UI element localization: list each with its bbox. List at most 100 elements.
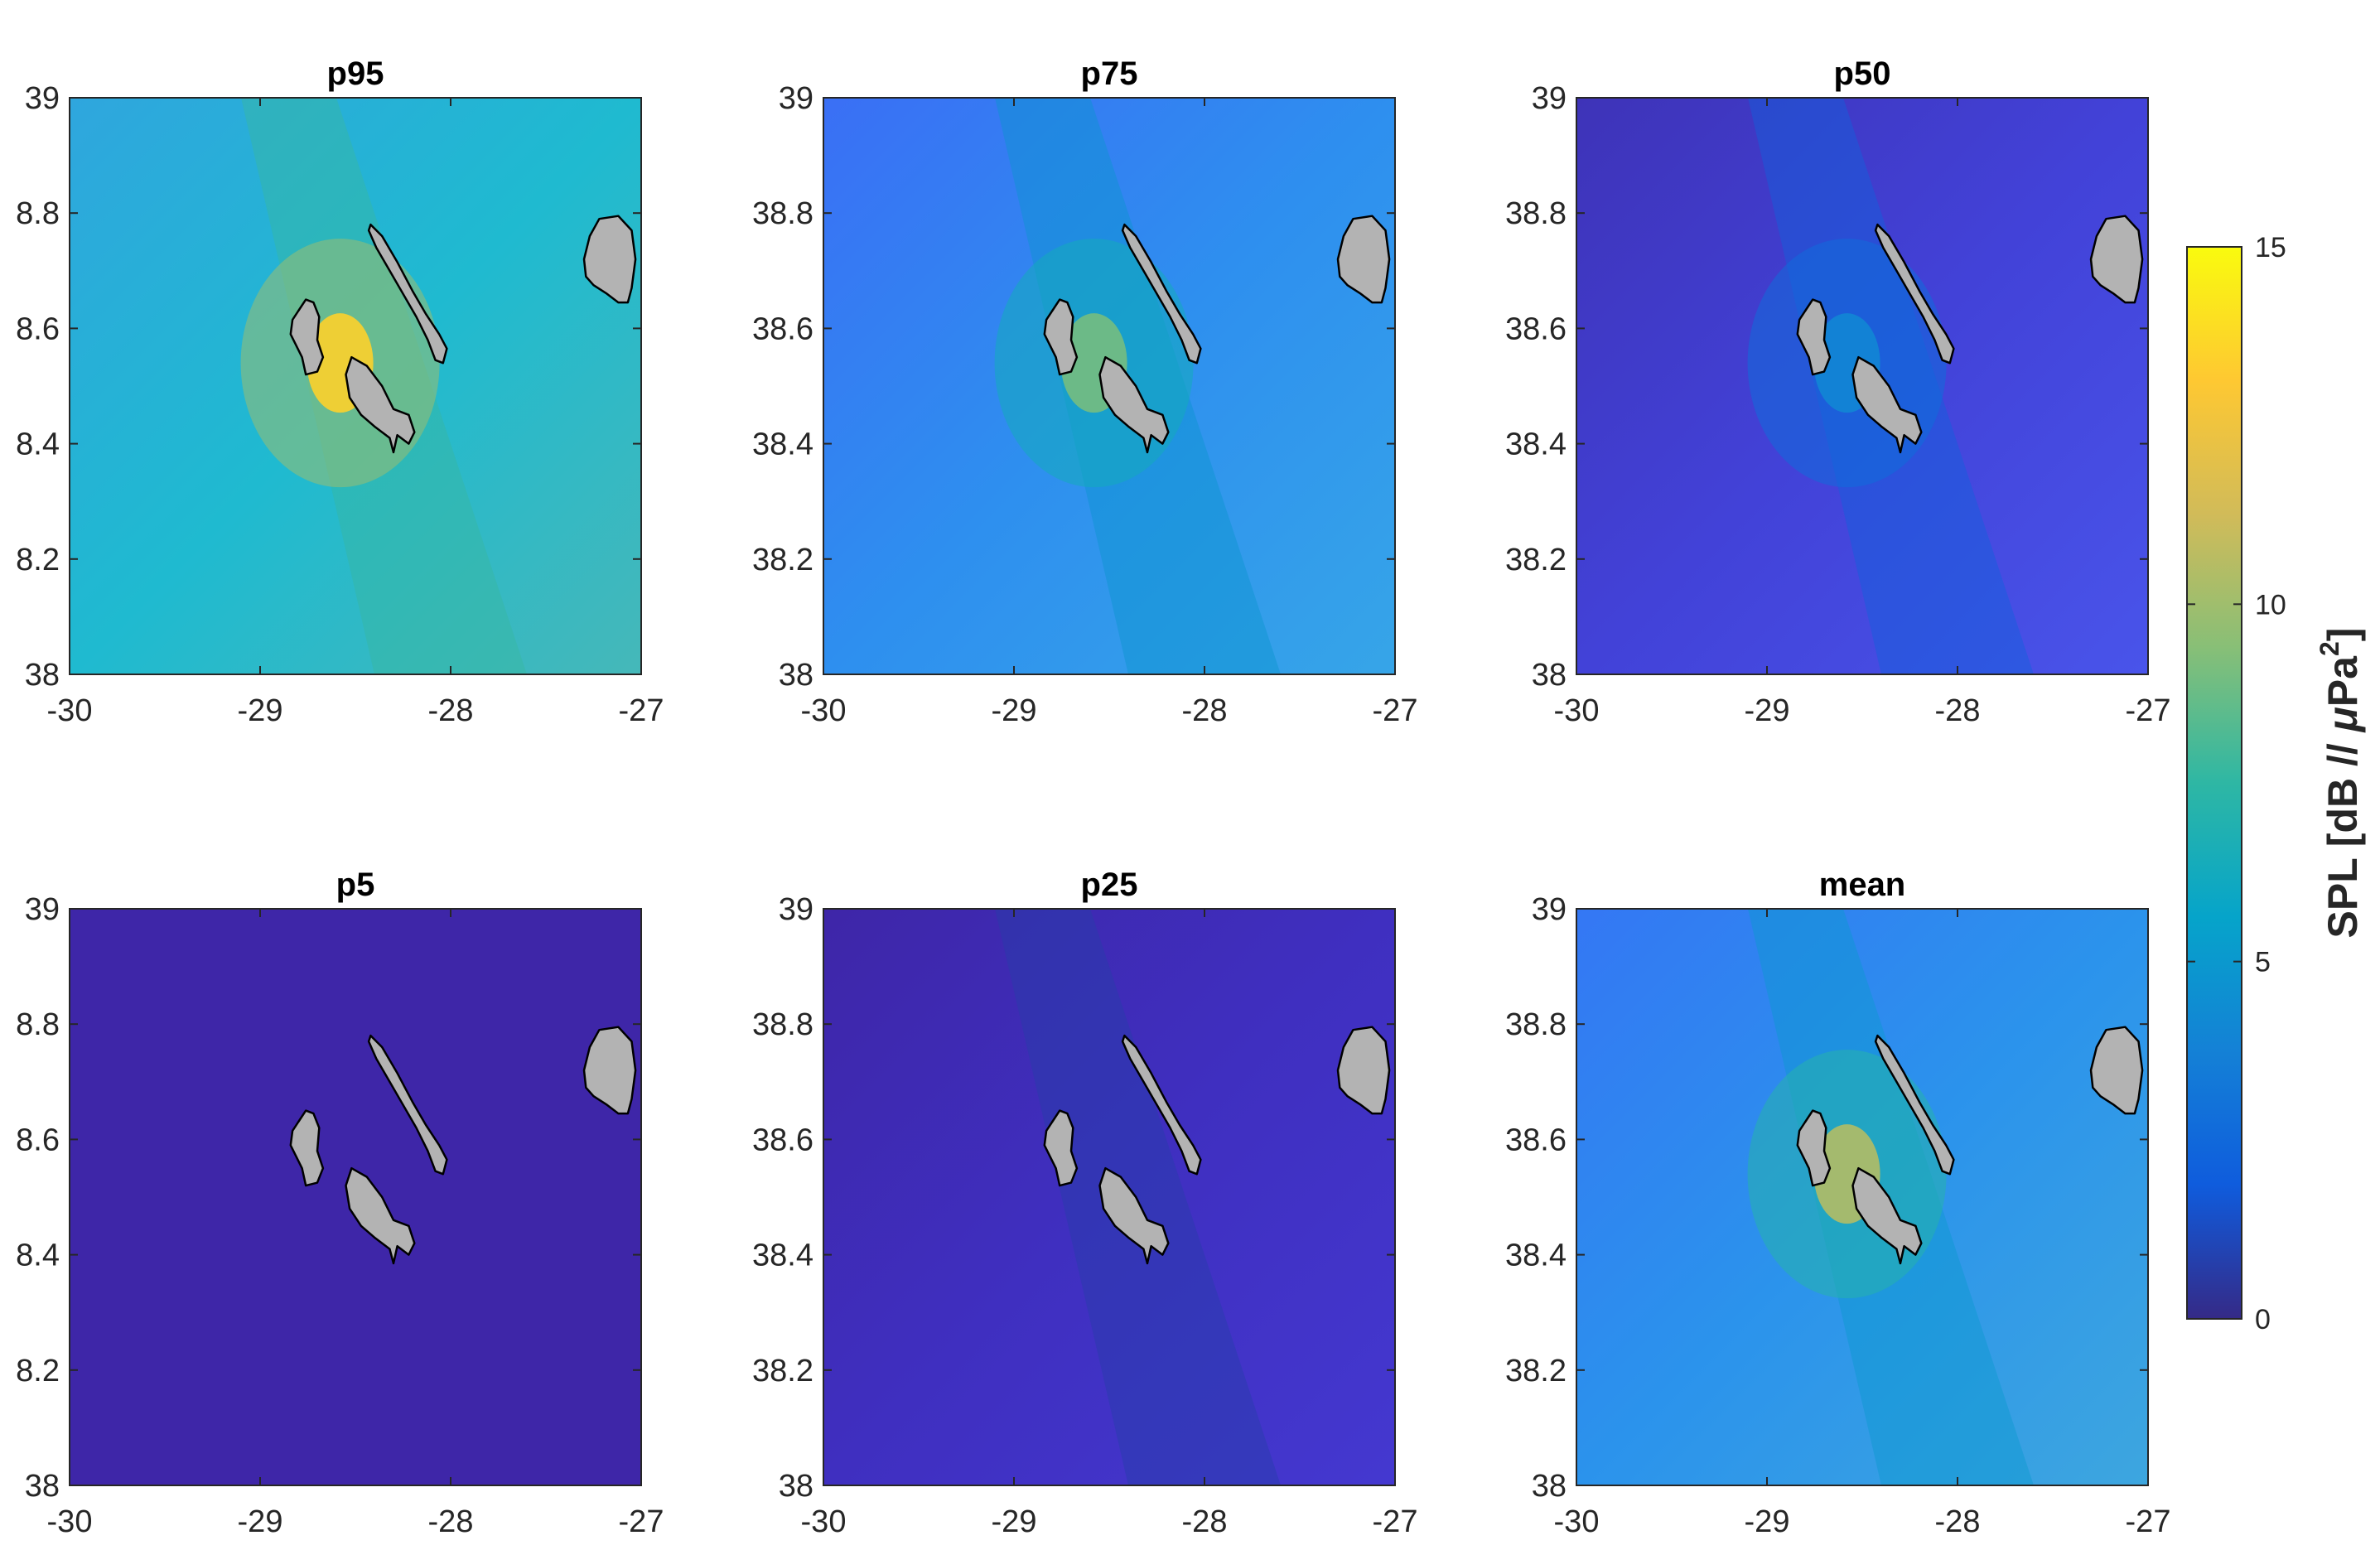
y-tick-label: 38 [25,658,60,693]
island-2 [1851,355,1923,454]
x-tick-label: -30 [801,1504,847,1539]
x-tick-label: -29 [1745,1504,1790,1539]
field-p50 [1576,98,2148,674]
panel-title: p75 [1081,56,1138,92]
island-3 [1874,223,1955,365]
y-tick-label: 39 [25,892,60,927]
island-4 [1336,215,1391,304]
island-4 [582,215,637,304]
panel-mean: mean -30 -29 -28 -27 38 38.2 38.4 38.6 38.8 39 [1505,867,2170,1539]
y-tick-label: 8.4 [16,1239,60,1273]
island-1 [289,1109,325,1187]
x-tick-label: -30 [47,1504,93,1539]
y-tick-label: 38 [779,1469,813,1504]
island-2 [345,1166,416,1265]
y-tick-label: 38.8 [752,1007,813,1042]
y-tick-label: 38.2 [752,543,813,577]
x-tick-label: -29 [238,693,283,728]
y-tick-label: 8.6 [16,1123,60,1157]
x-tick-label: -28 [1935,693,1981,728]
island-4 [582,1026,637,1115]
y-tick-label: 38.4 [1505,427,1567,462]
x-tick-label: -27 [619,693,664,728]
x-tick-label: -30 [1554,693,1600,728]
y-tick-label: 8.2 [16,543,60,577]
axes-frame [69,97,642,675]
x-tick-label: -27 [1373,1504,1418,1539]
island-3 [367,223,448,365]
panel-title: p95 [327,56,384,92]
axes-frame [823,97,1396,675]
colorbar-tick-label: 0 [2255,1304,2271,1335]
y-tick-label: 8.2 [16,1354,60,1388]
island-3 [1874,1034,1955,1176]
x-tick-label: -28 [428,1504,474,1539]
x-tick-label: -30 [801,693,847,728]
y-tick-label: 38.6 [1505,311,1567,346]
colorbar-fill [2186,246,2242,1320]
y-tick-label: 38.6 [1505,1123,1567,1157]
island-2 [1851,1166,1923,1265]
panel-title: p25 [1081,867,1138,903]
y-tick-label: 38.2 [1505,543,1567,577]
panel-p50: p50 -30 -29 -28 -27 38 38.2 38.4 38.6 38.8 39 [1505,56,2170,728]
y-tick-label: 39 [25,81,60,116]
y-tick-label: 39 [779,892,813,927]
y-tick-label: 8.8 [16,1007,60,1042]
y-tick-label: 38.6 [752,1123,813,1157]
y-tick-label: 39 [779,81,813,116]
field-p95 [70,98,641,674]
colorbar-ticks: 0 5 10 15 [2187,232,2286,1335]
island-2 [1098,355,1170,454]
colorbar-label-exp: 2 [2315,641,2344,656]
island-1 [1796,298,1832,376]
y-tick-label: 38 [1532,658,1567,693]
colorbar-tick-label: 5 [2255,947,2271,978]
y-tick-label: 38.4 [1505,1239,1567,1273]
island-1 [289,298,325,376]
panel-p25: p25 -30 -29 -28 -27 38 38.2 38.4 38.6 38.8 39 [752,867,1417,1539]
x-tick-label: -27 [619,1504,664,1539]
panel-title: p5 [336,867,375,903]
x-tick-label: -29 [238,1504,283,1539]
panel-title: p50 [1834,56,1891,92]
field-mean [1576,909,2148,1485]
elevated-band [995,909,1281,1485]
x-tick-label: -27 [1373,693,1418,728]
colorbar-label-mu: μ [2320,707,2366,733]
y-tick-label: 38.8 [1505,1007,1567,1042]
island-4 [2089,215,2144,304]
axes-frame [823,908,1396,1486]
x-tick-label: -29 [992,693,1037,728]
island-2 [1098,1166,1170,1265]
island-3 [1121,1034,1202,1176]
island-3 [367,1034,448,1176]
colorbar: 0 5 10 15 SPL [dB // μPa2] [2186,232,2366,1335]
colorbar-label-unit: Pa [2320,655,2366,707]
island-3 [1121,223,1202,365]
y-tick-label: 38 [25,1469,60,1504]
y-tick-label: 38.2 [1505,1354,1567,1388]
y-tick-label: 38.6 [752,311,813,346]
island-4 [1336,1026,1391,1115]
y-tick-label: 39 [1532,81,1567,116]
field-p5 [70,909,641,1485]
colorbar-tick-label: 15 [2255,232,2286,263]
y-tick-label: 38.4 [752,427,813,462]
y-tick-label: 38.2 [752,1354,813,1388]
x-tick-label: -30 [47,693,93,728]
y-tick-label: 8.6 [16,311,60,346]
panel-p75: p75 -30 -29 -28 -27 38 38.2 38.4 38.6 38.8 39 [752,56,1417,728]
x-tick-label: -27 [2126,1504,2171,1539]
x-tick-label: -28 [1935,1504,1981,1539]
axes-frame [1576,97,2149,675]
panel-title: mean [1819,867,1906,903]
x-tick-label: -29 [992,1504,1037,1539]
colorbar-tick-label: 10 [2255,589,2286,620]
panel-grid: p95 -30 -29 -28 -27 38 8.2 8.4 8.6 8.8 39 p75 -30 -29… [16,56,2170,1539]
field-p75 [823,98,1395,674]
island-1 [1043,298,1079,376]
field-p25 [823,909,1395,1485]
x-tick-label: -28 [1182,693,1228,728]
